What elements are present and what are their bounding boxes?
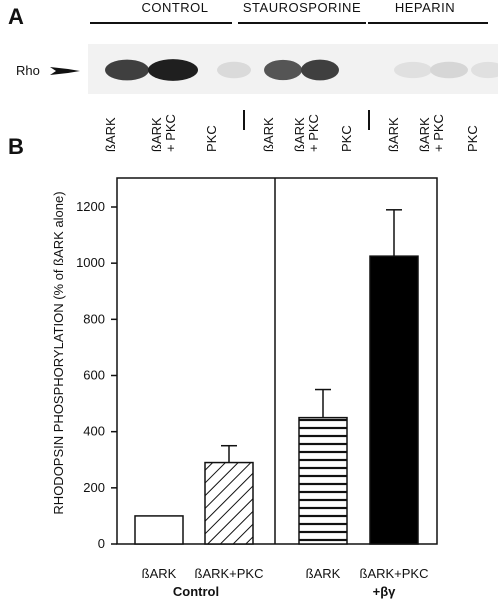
group-line-heparin [368, 22, 488, 24]
group-label-control: CONTROL [141, 0, 209, 15]
category-label: ßARK [142, 566, 177, 581]
bar [369, 255, 419, 545]
category-label: ßARK+PKC [195, 566, 264, 581]
y-axis-label: RHODOPSIN PHOSPHORYLATION (% of ßARK alo… [51, 191, 66, 514]
y-tick-label: 600 [83, 368, 105, 383]
group-label-heparin: HEPARIN [394, 0, 456, 15]
plot-frame [116, 177, 438, 545]
group-sublabel: +βγ [373, 584, 397, 599]
blot-band [301, 59, 339, 81]
y-tick-label: 1000 [76, 255, 105, 270]
panel-a-letter: A [8, 4, 24, 29]
bar [204, 461, 254, 545]
blot-band [471, 61, 498, 79]
blot-band [264, 59, 302, 81]
blot-band [148, 59, 198, 81]
bar [298, 416, 348, 545]
group-sublabel: Control [173, 584, 219, 599]
y-tick-label: 400 [83, 424, 105, 439]
y-tick-label: 200 [83, 480, 105, 495]
y-tick-label: 1200 [76, 199, 105, 214]
blot-band [394, 61, 432, 79]
group-line-control [90, 22, 232, 24]
blot-band [105, 59, 149, 81]
blot-band [217, 61, 251, 79]
y-tick-label: 800 [83, 311, 105, 326]
panel-b-letter: B [8, 134, 24, 159]
bar [134, 515, 184, 545]
category-label: ßARK [306, 566, 341, 581]
y-tick-label: 0 [98, 536, 105, 551]
group-label-staurosporine: STAUROSPORINE [242, 0, 362, 15]
lane-separator-1 [243, 110, 245, 130]
category-label: ßARK+PKC [360, 566, 429, 581]
rho-arrow-icon [50, 67, 80, 75]
western-blot [88, 44, 498, 94]
blot-band [430, 61, 468, 79]
lane-separator-2 [368, 110, 370, 130]
group-line-staurosporine [238, 22, 366, 24]
rho-label: Rho [16, 63, 40, 78]
